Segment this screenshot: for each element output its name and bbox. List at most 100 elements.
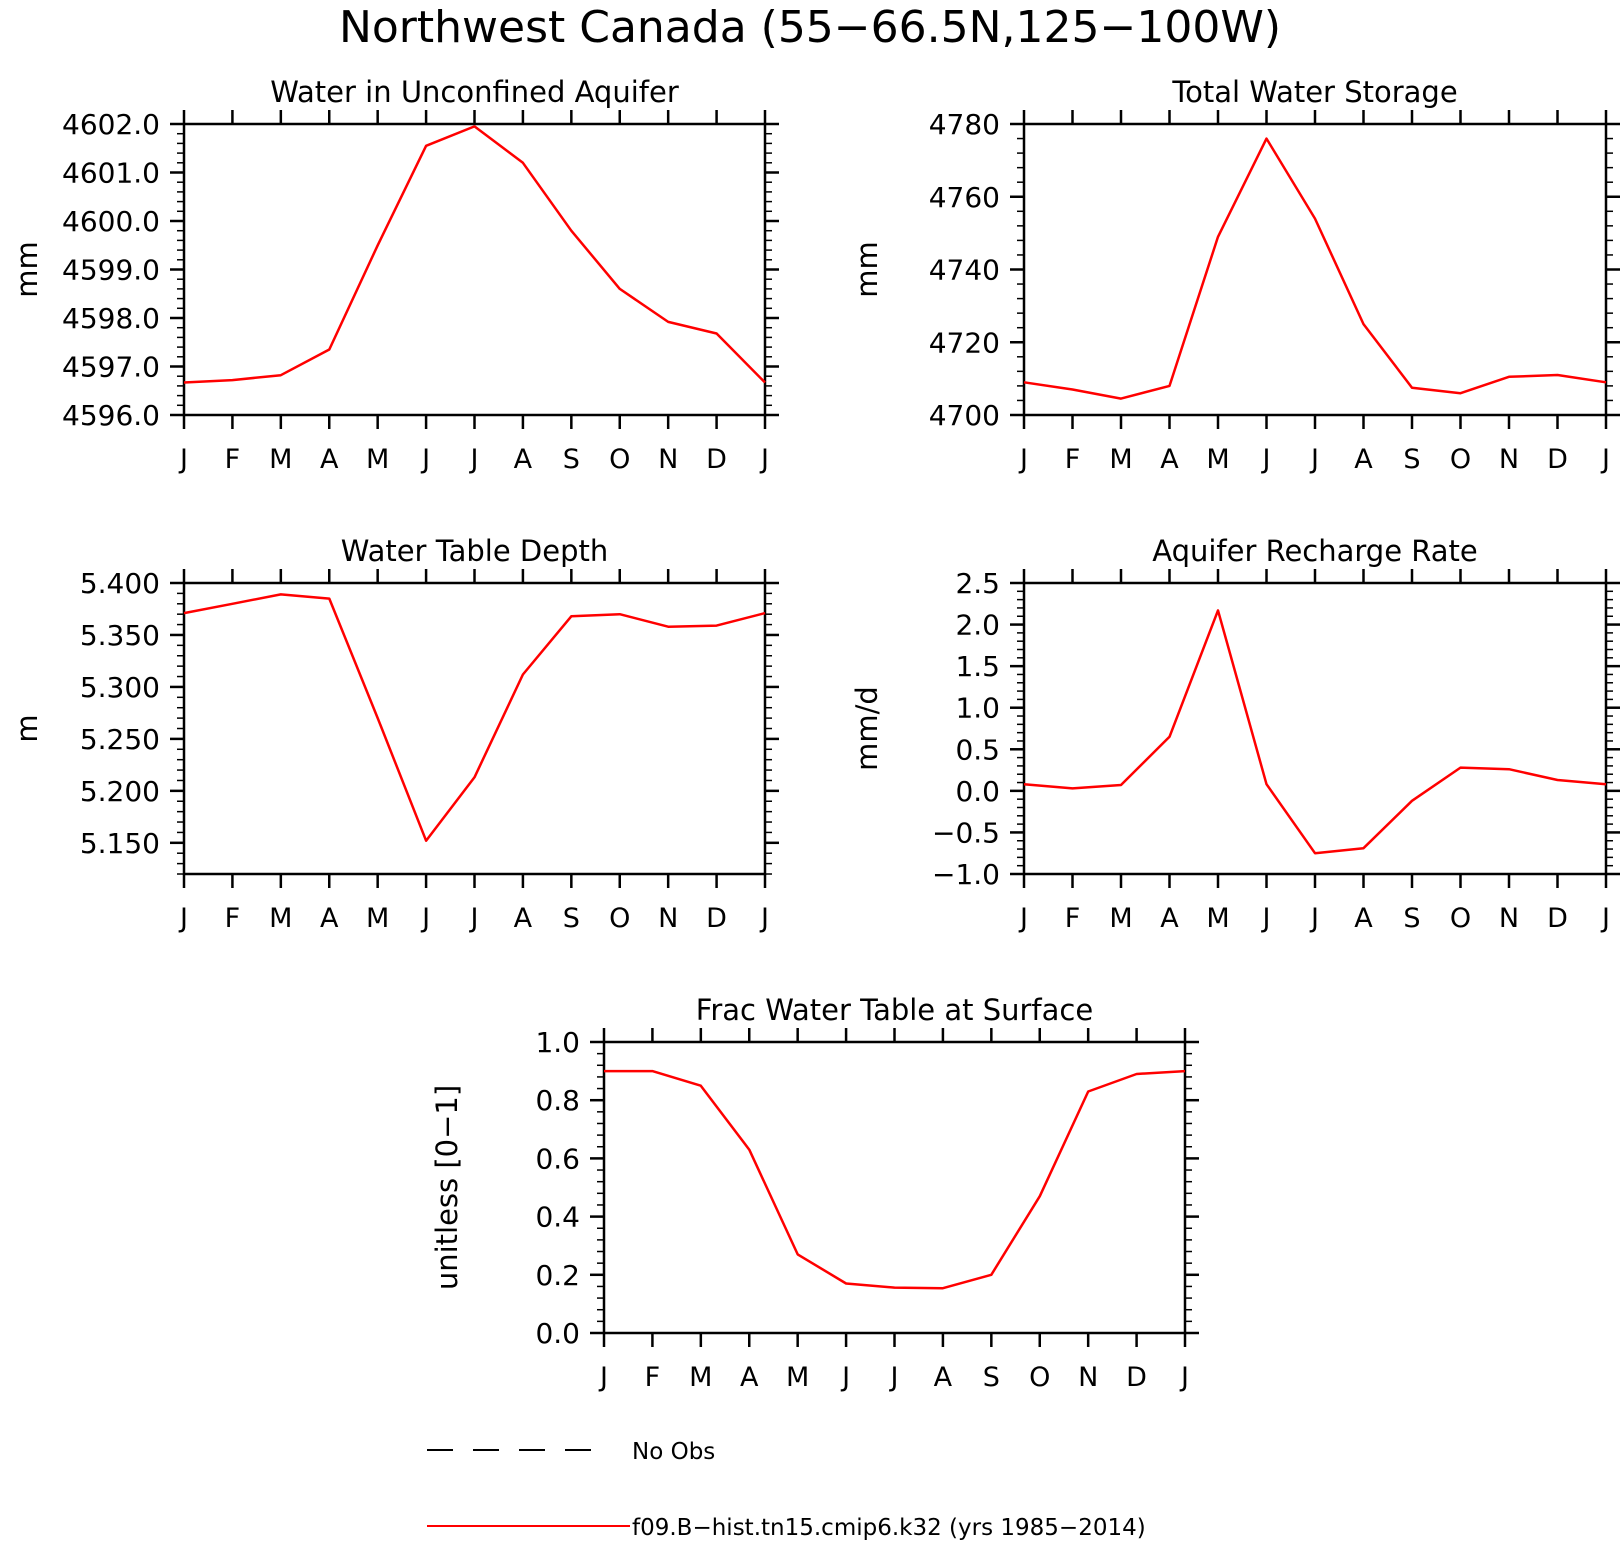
y-tick-label: 0.6 xyxy=(535,1142,580,1175)
x-tick-label: J xyxy=(1018,444,1028,475)
x-tick-label: J xyxy=(759,903,769,934)
x-tick-label: O xyxy=(1450,903,1471,934)
panel-title: Frac Water Table at Surface xyxy=(696,993,1093,1027)
x-tick-label: M xyxy=(269,444,292,475)
y-axis-label: mm xyxy=(10,241,44,298)
x-tick-label: J xyxy=(1261,444,1271,475)
y-axis-label: unitless [0−1] xyxy=(430,1085,464,1290)
y-tick-label: 5.350 xyxy=(80,619,160,652)
x-tick-label: N xyxy=(1499,903,1519,934)
x-tick-label: D xyxy=(1547,444,1568,475)
x-tick-label: M xyxy=(366,903,389,934)
y-tick-label: 5.300 xyxy=(80,671,160,704)
x-tick-label: S xyxy=(1403,444,1420,475)
x-tick-label: N xyxy=(658,444,678,475)
x-tick-label: F xyxy=(1065,903,1081,934)
y-tick-label: 4760 xyxy=(929,181,1000,214)
plot-frame xyxy=(1022,122,1608,417)
y-tick-label: 4597.0 xyxy=(62,351,160,384)
x-tick-label: A xyxy=(514,444,533,475)
x-tick-label: A xyxy=(740,1362,759,1393)
x-tick-label: J xyxy=(1600,444,1610,475)
x-tick-label: F xyxy=(1065,444,1081,475)
x-tick-label: J xyxy=(1309,903,1319,934)
legend-model-label: f09.B−hist.tn15.cmip6.k32 (yrs 1985−2014… xyxy=(632,1515,1146,1541)
x-tick-label: D xyxy=(1126,1362,1147,1393)
x-tick-label: F xyxy=(225,903,241,934)
y-tick-label: 4600.0 xyxy=(62,205,160,238)
y-tick-label: 4598.0 xyxy=(62,302,160,335)
plot-frame xyxy=(182,122,767,417)
x-tick-label: F xyxy=(225,444,241,475)
y-axis-label: mm/d xyxy=(850,686,884,771)
series-line xyxy=(1023,137,1607,400)
x-tick-label: A xyxy=(1354,444,1373,475)
x-tick-label: M xyxy=(269,903,292,934)
y-axis-label: m xyxy=(10,714,44,742)
y-tick-label: 5.150 xyxy=(80,827,160,860)
y-tick-label: −1.0 xyxy=(932,858,1000,891)
y-tick-label: 5.200 xyxy=(80,775,160,808)
x-tick-label: O xyxy=(609,903,630,934)
y-tick-label: 0.0 xyxy=(535,1317,580,1350)
x-tick-label: D xyxy=(1547,903,1568,934)
x-tick-label: O xyxy=(1450,444,1471,475)
x-tick-label: O xyxy=(1029,1362,1050,1393)
x-tick-label: A xyxy=(934,1362,953,1393)
y-axis-label: mm xyxy=(850,241,884,298)
figure-title: Northwest Canada (55−66.5N,125−100W) xyxy=(339,2,1281,53)
x-tick-label: J xyxy=(178,903,188,934)
x-tick-label: J xyxy=(759,444,769,475)
y-tick-label: 5.250 xyxy=(80,723,160,756)
y-tick-label: 1.0 xyxy=(955,692,1000,725)
y-tick-label: 4596.0 xyxy=(62,399,160,432)
y-tick-label: 2.5 xyxy=(955,567,1000,600)
x-tick-label: S xyxy=(1403,903,1420,934)
x-tick-label: J xyxy=(1018,903,1028,934)
x-tick-label: J xyxy=(420,444,430,475)
panel-title: Total Water Storage xyxy=(1171,75,1457,109)
x-tick-label: J xyxy=(420,903,430,934)
x-tick-label: M xyxy=(366,444,389,475)
x-tick-label: F xyxy=(645,1362,661,1393)
x-tick-label: J xyxy=(598,1362,608,1393)
x-tick-label: J xyxy=(1309,444,1319,475)
series-line xyxy=(183,593,766,842)
y-tick-label: 5.400 xyxy=(80,567,160,600)
y-tick-label: 4740 xyxy=(929,254,1000,287)
x-tick-label: A xyxy=(320,444,339,475)
plot-frame xyxy=(602,1040,1187,1335)
panel-title: Water in Unconfined Aquifer xyxy=(270,75,679,109)
x-tick-label: M xyxy=(1109,444,1132,475)
x-tick-label: S xyxy=(983,1362,1000,1393)
series-line xyxy=(1023,609,1607,855)
x-tick-label: O xyxy=(609,444,630,475)
y-tick-label: 4700 xyxy=(929,399,1000,432)
legend: No Obs f09.B−hist.tn15.cmip6.k32 (yrs 19… xyxy=(427,1439,1146,1541)
x-tick-label: A xyxy=(1160,903,1179,934)
y-tick-label: 4780 xyxy=(929,108,1000,141)
x-tick-label: J xyxy=(889,1362,899,1393)
x-tick-label: A xyxy=(514,903,533,934)
legend-no-obs-label: No Obs xyxy=(632,1439,715,1465)
y-tick-label: 4720 xyxy=(929,326,1000,359)
x-tick-label: J xyxy=(469,903,479,934)
y-tick-label: 0.4 xyxy=(535,1201,580,1234)
x-tick-label: J xyxy=(469,444,479,475)
y-tick-label: 4602.0 xyxy=(62,108,160,141)
panel-title: Water Table Depth xyxy=(341,534,609,568)
y-tick-label: 0.0 xyxy=(955,775,1000,808)
x-tick-label: A xyxy=(320,903,339,934)
x-tick-label: M xyxy=(1206,903,1229,934)
y-tick-label: 0.8 xyxy=(535,1084,580,1117)
plot-frame xyxy=(1022,581,1608,876)
x-tick-label: A xyxy=(1160,444,1179,475)
x-tick-label: J xyxy=(1179,1362,1189,1393)
